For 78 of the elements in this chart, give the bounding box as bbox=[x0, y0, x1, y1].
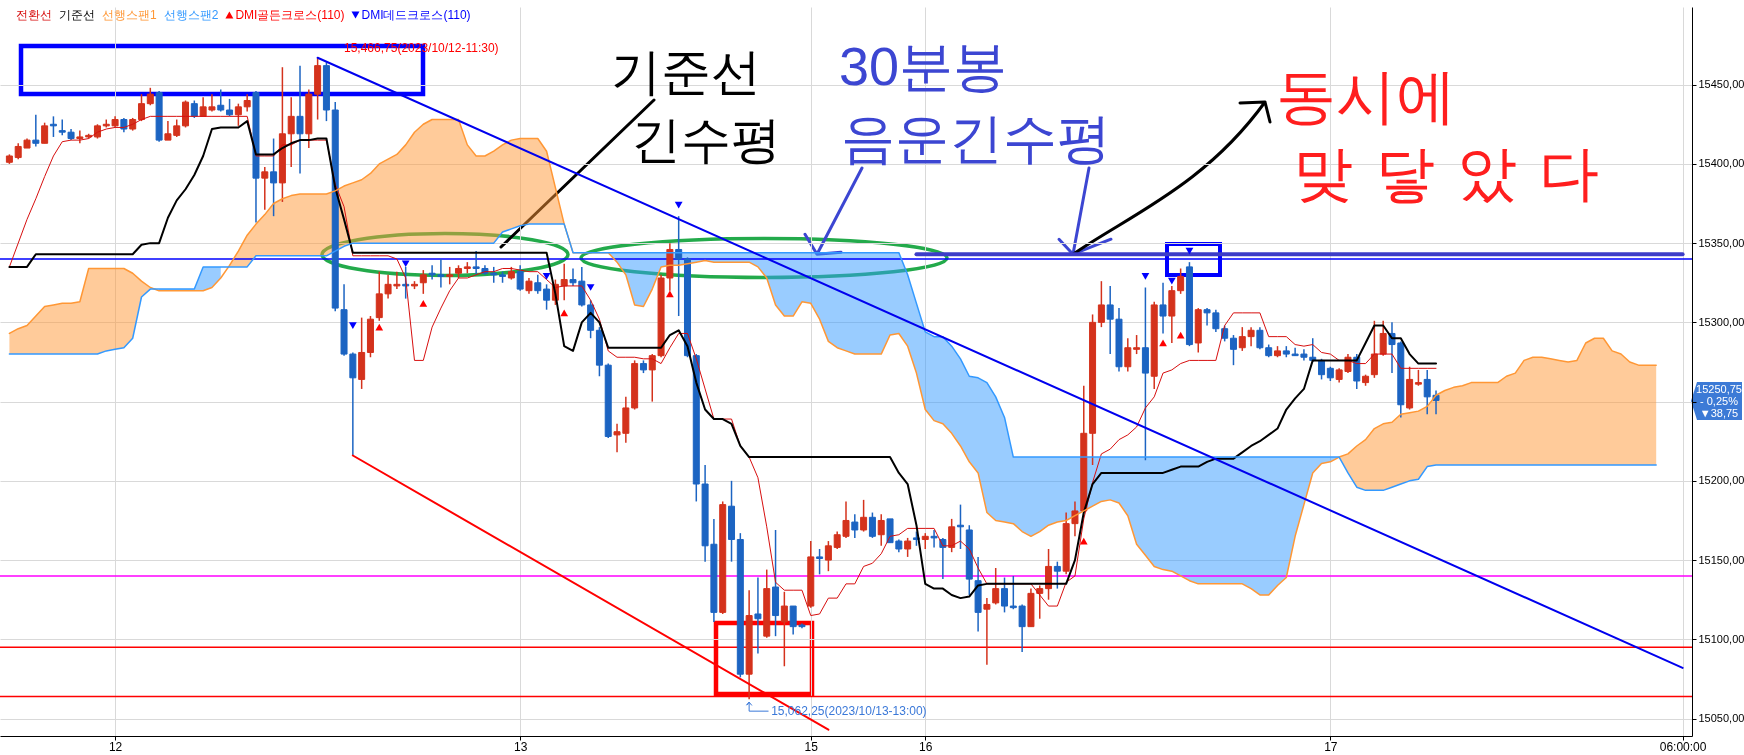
point bbox=[560, 309, 569, 317]
y-tick-label: 15350,00 bbox=[1698, 236, 1744, 249]
y-tick-label: 15450,00 bbox=[1698, 78, 1744, 91]
candlestick bbox=[1053, 560, 1061, 590]
y-tick-label: 15150,00 bbox=[1698, 553, 1744, 566]
candlestick bbox=[296, 64, 304, 175]
text: 15250,75 bbox=[1696, 383, 1742, 395]
point bbox=[1141, 273, 1150, 280]
candlestick bbox=[851, 513, 859, 539]
point bbox=[419, 300, 428, 307]
candlestick bbox=[534, 274, 542, 295]
candlestick bbox=[516, 264, 524, 292]
point bbox=[542, 273, 551, 280]
candlestick bbox=[824, 540, 832, 572]
candlestick bbox=[287, 96, 295, 168]
text: 전환선 bbox=[16, 8, 52, 22]
candlestick bbox=[860, 499, 868, 533]
candlestick bbox=[270, 137, 278, 217]
point bbox=[1167, 277, 1176, 285]
candlestick bbox=[939, 537, 947, 580]
candlestick bbox=[930, 529, 938, 549]
candlestick bbox=[543, 283, 551, 311]
candlestick bbox=[419, 269, 427, 295]
point bbox=[1185, 247, 1194, 255]
point bbox=[674, 201, 683, 209]
candlestick bbox=[138, 93, 145, 122]
candlestick bbox=[1124, 337, 1132, 373]
x-tick-label: 15 bbox=[804, 739, 819, 754]
point bbox=[401, 260, 410, 268]
candlestick bbox=[261, 166, 269, 211]
candlestick bbox=[816, 548, 824, 576]
y-tick-label: 15050,00 bbox=[1698, 712, 1744, 725]
x-tick-label: 12 bbox=[108, 739, 123, 754]
candlestick bbox=[41, 121, 49, 145]
text: - 0,25% bbox=[1700, 395, 1739, 407]
candlestick bbox=[983, 597, 991, 666]
candlestick bbox=[948, 518, 956, 553]
point bbox=[348, 322, 357, 329]
legend-label: DMI골든크로스(110) bbox=[235, 8, 345, 22]
y-tick-label: 15300,00 bbox=[1698, 315, 1744, 328]
candlestick bbox=[754, 576, 762, 655]
candlestick bbox=[868, 511, 876, 539]
candlestick bbox=[1370, 320, 1378, 379]
point bbox=[586, 284, 595, 291]
text: ▼38,75 bbox=[1699, 407, 1739, 419]
candlestick bbox=[1133, 334, 1141, 355]
candlestick bbox=[675, 215, 683, 317]
annotation: 30분봉 음운긴수평 bbox=[838, 36, 1111, 168]
text: 기준선 bbox=[59, 8, 95, 22]
candlestick bbox=[1001, 576, 1009, 614]
candlestick bbox=[1177, 267, 1185, 295]
text: 선행스팬1 bbox=[102, 8, 157, 22]
y-tick-label: 15100,00 bbox=[1698, 632, 1744, 645]
y-tick-label: 15200,00 bbox=[1698, 474, 1744, 487]
candlestick bbox=[780, 591, 788, 668]
candlestick bbox=[1229, 334, 1237, 366]
text: 선행스팬2 bbox=[163, 8, 219, 22]
x-tick-label: 17 bbox=[1324, 739, 1338, 754]
annotation: 기준선 긴수평 bbox=[611, 44, 781, 168]
x-tick-label: 13 bbox=[513, 739, 528, 754]
candlestick bbox=[1045, 548, 1053, 601]
candlestick bbox=[904, 537, 912, 558]
annotation: 동시에 맞닿았다 bbox=[1276, 62, 1621, 207]
candlestick bbox=[877, 513, 885, 547]
candlestick bbox=[992, 567, 1000, 606]
x-tick-label: 06:00:00 bbox=[1659, 739, 1707, 754]
legend-label: DMI데드크로스(110) bbox=[361, 8, 471, 22]
candlestick bbox=[1159, 282, 1167, 335]
candlestick bbox=[1097, 280, 1105, 328]
candlestick bbox=[1379, 320, 1387, 357]
candlestick bbox=[32, 114, 40, 148]
candlestick bbox=[49, 115, 57, 138]
candlestick bbox=[217, 88, 225, 113]
point bbox=[666, 290, 674, 298]
y-tick-label: 15400,00 bbox=[1698, 157, 1744, 170]
x-tick-label: 16 bbox=[919, 739, 933, 754]
line-series bbox=[8, 223, 1657, 492]
candlestick bbox=[234, 102, 242, 127]
